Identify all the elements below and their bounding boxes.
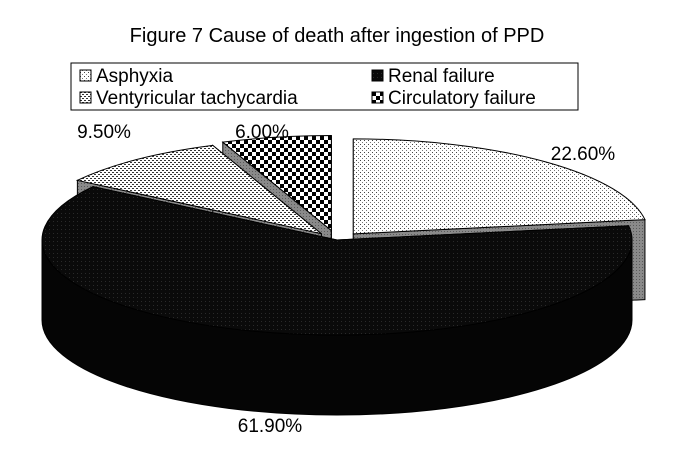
- data-label-renal-failure: 61.90%: [238, 416, 303, 437]
- legend-swatch-ventyricular-tachycardia: [79, 91, 92, 104]
- legend-label-asphyxia: Asphyxia: [96, 66, 174, 87]
- legend-swatch-renal-failure: [371, 69, 384, 82]
- slice-circulatory-failure: [221, 135, 332, 232]
- legend-label-ventyricular-tachycardia: Ventyricular tachycardia: [96, 88, 298, 109]
- data-label-circulatory-failure: 6.00%: [235, 122, 289, 143]
- legend-label-circulatory-failure: Circulatory failure: [388, 88, 536, 109]
- data-label-asphyxia: 22.60%: [551, 144, 616, 165]
- slice-asphyxia: [352, 138, 646, 235]
- legend-frame: [70, 62, 579, 111]
- slice-ventyricular-tachycardia: [75, 144, 322, 235]
- chart-title: Figure 7 Cause of death after ingestion …: [130, 25, 545, 47]
- data-label-ventyricular-tachycardia: 9.50%: [77, 122, 131, 143]
- legend-swatch-circulatory-failure: [371, 91, 384, 104]
- legend: Asphyxia Renal failure Ventyricular tachyc…: [70, 62, 579, 111]
- slice-renal-failure: [41, 186, 633, 336]
- legend-swatch-asphyxia: [79, 69, 92, 82]
- legend-label-renal-failure: Renal failure: [388, 66, 495, 87]
